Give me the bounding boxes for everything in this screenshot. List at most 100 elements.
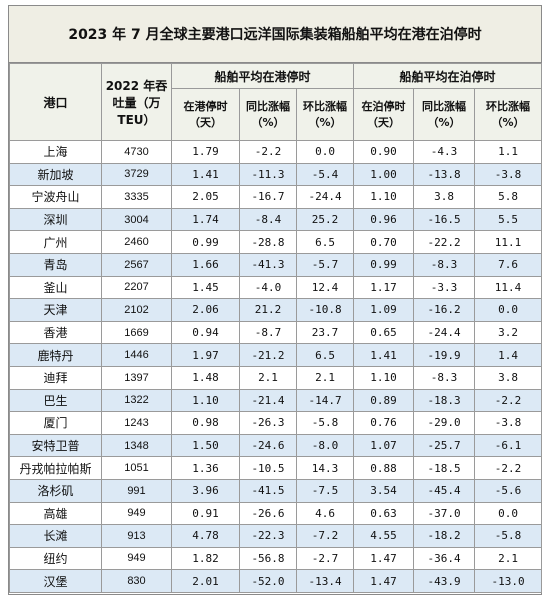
table-cell: -36.4 xyxy=(413,546,476,571)
table-cell: -14.7 xyxy=(295,388,355,413)
table-cell: 949 xyxy=(101,501,172,526)
table-cell: 0.99 xyxy=(171,230,240,254)
table-cell: 11.4 xyxy=(474,275,543,300)
table-cell: 25.2 xyxy=(295,207,355,232)
table-cell: -5.6 xyxy=(474,478,543,503)
table-cell: 1.07 xyxy=(353,433,415,458)
table-cell: 949 xyxy=(101,546,172,571)
table-cell: 1.17 xyxy=(353,275,415,300)
table-cell: 913 xyxy=(101,524,172,548)
table-cell: -24.4 xyxy=(295,185,355,209)
table-cell: -5.8 xyxy=(295,411,355,435)
table-row: 青岛 2567 1.66 -41.3 -5.7 0.99 -8.3 7.6 xyxy=(9,252,543,277)
port-name: 长滩 xyxy=(9,524,102,548)
table-cell: 1.09 xyxy=(353,298,415,322)
table-cell: 3.2 xyxy=(474,320,543,345)
table-row: 高雄 949 0.91 -26.6 4.6 0.63 -37.0 0.0 xyxy=(9,501,543,526)
port-name: 天津 xyxy=(9,298,102,322)
port-name: 上海 xyxy=(9,140,102,164)
table-cell: 6.5 xyxy=(295,343,355,367)
table-cell: 1.47 xyxy=(353,546,415,571)
table-row: 丹戎帕拉帕斯 1051 1.36 -10.5 14.3 0.88 -18.5 -2.2 xyxy=(9,456,543,480)
table-row: 纽约 949 1.82 -56.8 -2.7 1.47 -36.4 2.1 xyxy=(9,546,543,571)
table-row: 广州 2460 0.99 -28.8 6.5 0.70 -22.2 11.1 xyxy=(9,230,543,254)
table-cell: -2.2 xyxy=(474,456,543,480)
table-cell: -5.4 xyxy=(295,162,355,187)
port-name: 迪拜 xyxy=(9,365,102,390)
table-cell: -8.3 xyxy=(413,252,476,277)
table-row: 釜山 2207 1.45 -4.0 12.4 1.17 -3.3 11.4 xyxy=(9,275,543,300)
table-cell: 1397 xyxy=(101,365,172,390)
port-name: 釜山 xyxy=(9,275,102,300)
table-cell: -3.8 xyxy=(474,411,543,435)
table-cell: -11.3 xyxy=(239,162,297,187)
table-cell: -18.3 xyxy=(413,388,476,413)
table-cell: -56.8 xyxy=(239,546,297,571)
table-cell: 1.10 xyxy=(353,185,415,209)
table-cell: 4.6 xyxy=(295,501,355,526)
table-cell: -16.7 xyxy=(239,185,297,209)
port-name: 新加坡 xyxy=(9,162,102,187)
table-cell: 3.54 xyxy=(353,478,415,503)
table-cell: -5.7 xyxy=(295,252,355,277)
table-cell: -6.1 xyxy=(474,433,543,458)
table-cell: -41.5 xyxy=(239,478,297,503)
table-cell: -3.8 xyxy=(474,162,543,187)
port-name: 纽约 xyxy=(9,546,102,571)
table-cell: -24.4 xyxy=(413,320,476,345)
table-cell: -22.2 xyxy=(413,230,476,254)
table-cell: 1.41 xyxy=(171,162,240,187)
header-cell: 在泊停时（天） xyxy=(353,88,415,141)
table-cell: 1.10 xyxy=(171,388,240,413)
table-cell: 0.0 xyxy=(295,140,355,164)
table-cell: -28.8 xyxy=(239,230,297,254)
table-cell: 1348 xyxy=(101,433,172,458)
table-cell: -13.8 xyxy=(413,162,476,187)
table-cell: 5.8 xyxy=(474,185,543,209)
table-cell: 3004 xyxy=(101,207,172,232)
header-cell: 2022 年吞吐量（万 TEU） xyxy=(101,63,172,141)
port-name: 青岛 xyxy=(9,252,102,277)
port-table: 港口 2022 年吞吐量（万 TEU） 船舶平均在港停时 船舶平均在泊停时 在港… xyxy=(9,63,543,593)
table-cell: 1.50 xyxy=(171,433,240,458)
table-row: 巴生 1322 1.10 -21.4 -14.7 0.89 -18.3 -2.2 xyxy=(9,388,543,413)
table-cell: 0.65 xyxy=(353,320,415,345)
table-cell: 1322 xyxy=(101,388,172,413)
table-cell: 3.96 xyxy=(171,478,240,503)
table-head: 港口 2022 年吞吐量（万 TEU） 船舶平均在港停时 船舶平均在泊停时 在港… xyxy=(9,63,543,141)
table-cell: 1.4 xyxy=(474,343,543,367)
table-cell: -10.8 xyxy=(295,298,355,322)
table-panel: 2023 年 7 月全球主要港口远洋国际集装箱船舶平均在港在泊停时 港口 202… xyxy=(8,5,543,595)
table-cell: -7.5 xyxy=(295,478,355,503)
table-cell: -2.7 xyxy=(295,546,355,571)
table-cell: 2.05 xyxy=(171,185,240,209)
table-cell: 1446 xyxy=(101,343,172,367)
table-cell: -45.4 xyxy=(413,478,476,503)
table-title: 2023 年 7 月全球主要港口远洋国际集装箱船舶平均在港在泊停时 xyxy=(9,6,541,63)
table-cell: 0.91 xyxy=(171,501,240,526)
table-row: 汉堡 830 2.01 -52.0 -13.4 1.47 -43.9 -13.0 xyxy=(9,569,543,593)
header-cell: 环比涨幅（%） xyxy=(295,88,355,141)
table-cell: 1.36 xyxy=(171,456,240,480)
table-cell: 0.98 xyxy=(171,411,240,435)
port-name: 广州 xyxy=(9,230,102,254)
header-cell: 环比涨幅（%） xyxy=(474,88,543,141)
port-name: 宁波舟山 xyxy=(9,185,102,209)
table-row: 鹿特丹 1446 1.97 -21.2 6.5 1.41 -19.9 1.4 xyxy=(9,343,543,367)
table-cell: 0.63 xyxy=(353,501,415,526)
header-cell: 港口 xyxy=(9,63,102,141)
table-cell: 2.1 xyxy=(474,546,543,571)
table-cell: 21.2 xyxy=(239,298,297,322)
table-cell: 3.8 xyxy=(413,185,476,209)
table-cell: 23.7 xyxy=(295,320,355,345)
table-cell: 0.99 xyxy=(353,252,415,277)
table-cell: 2.01 xyxy=(171,569,240,593)
table-cell: 2207 xyxy=(101,275,172,300)
table-row: 长滩 913 4.78 -22.3 -7.2 4.55 -18.2 -5.8 xyxy=(9,524,543,548)
table-row: 安特卫普 1348 1.50 -24.6 -8.0 1.07 -25.7 -6.1 xyxy=(9,433,543,458)
table-cell: 2102 xyxy=(101,298,172,322)
table-cell: 1669 xyxy=(101,320,172,345)
port-name: 安特卫普 xyxy=(9,433,102,458)
table-cell: -29.0 xyxy=(413,411,476,435)
table-cell: 1.82 xyxy=(171,546,240,571)
